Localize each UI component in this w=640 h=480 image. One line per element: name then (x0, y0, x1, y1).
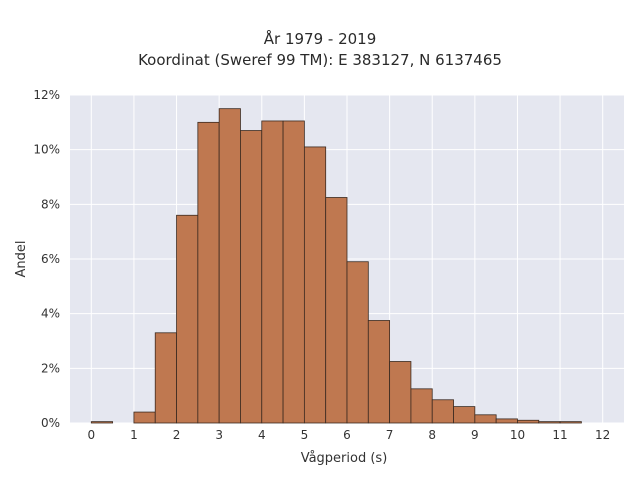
x-axis-label: Vågperiod (s) (301, 451, 388, 466)
histogram-bar (453, 406, 476, 424)
x-tick-label: 3 (215, 428, 223, 442)
histogram-bar (282, 120, 305, 424)
x-tick-label: 4 (258, 428, 266, 442)
histogram-bar (90, 421, 114, 424)
histogram-bar (303, 146, 327, 424)
histogram-bar (517, 419, 540, 424)
y-tick-label: 2% (41, 361, 60, 375)
histogram-bar (154, 332, 177, 424)
y-tick-label: 6% (41, 252, 60, 266)
x-tick-label: 0 (87, 428, 95, 442)
x-tick-label: 8 (428, 428, 436, 442)
histogram-bar (218, 108, 241, 424)
histogram-bar (176, 214, 199, 424)
tick-layer: 0 1 2 3 4 5 6 7 8 9 10 11 120%2%4%6%8%10%12% (33, 88, 610, 442)
x-tick-label: 9 (471, 428, 479, 442)
x-tick-label: 7 (386, 428, 394, 442)
y-tick-label: 0% (41, 416, 60, 430)
x-tick-label: 5 (301, 428, 309, 442)
y-tick-label: 12% (33, 88, 60, 102)
histogram-bar (325, 197, 348, 424)
bar-layer (90, 108, 582, 424)
histogram-bar (431, 399, 454, 424)
histogram-bar (346, 261, 369, 424)
x-tick-label: 10 (510, 428, 525, 442)
histogram-bar (559, 421, 582, 424)
histogram-bar (389, 361, 412, 424)
chart-title: År 1979 - 2019 (263, 30, 377, 48)
histogram-bar (240, 130, 263, 424)
histogram-bar (197, 121, 220, 424)
x-tick-label: 1 (130, 428, 138, 442)
histogram-bar (538, 421, 561, 424)
histogram-bar (261, 120, 284, 424)
x-tick-label: 12 (595, 428, 610, 442)
y-tick-label: 4% (41, 307, 60, 321)
histogram-bar (474, 414, 497, 424)
chart-subtitle: Koordinat (Sweref 99 TM): E 383127, N 61… (138, 51, 502, 69)
x-tick-label: 11 (552, 428, 567, 442)
y-tick-label: 8% (41, 197, 60, 211)
y-tick-label: 10% (33, 143, 60, 157)
histogram-bar (410, 388, 433, 424)
x-tick-label: 6 (343, 428, 351, 442)
x-tick-label: 2 (173, 428, 181, 442)
histogram-bar (495, 418, 518, 424)
histogram-bar (133, 411, 156, 424)
y-axis-label: Andel (14, 241, 29, 278)
histogram-bar (367, 320, 391, 424)
